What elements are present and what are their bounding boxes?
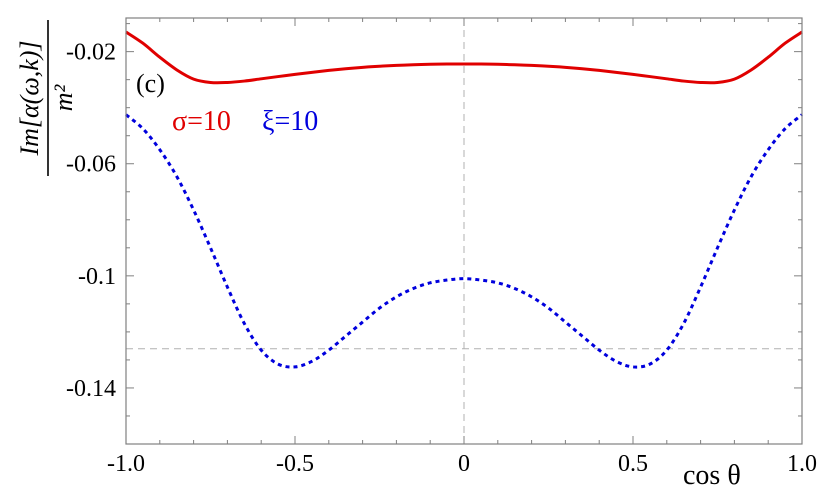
y-tick-label: -0.14 — [66, 376, 116, 402]
x-tick-label: -0.5 — [276, 451, 314, 477]
y-tick-label: -0.06 — [66, 152, 116, 178]
ticks — [125, 18, 803, 445]
y-axis-label: Im[α(ω,k)] m² — [15, 20, 78, 176]
series-line-blue — [125, 113, 803, 369]
series-line-red — [125, 30, 803, 85]
y-tick-label: -0.02 — [66, 40, 116, 66]
x-tick-label: 0.5 — [618, 451, 648, 477]
x-tick-label: 1.0 — [787, 451, 817, 477]
panel-label: (c) — [136, 69, 165, 98]
x-tick-label: 0 — [458, 451, 470, 477]
y-tick-label: -0.1 — [78, 264, 116, 290]
x-tick-label: -1.0 — [107, 451, 145, 477]
series-layer — [125, 30, 803, 369]
legend-entry-blue-series: ξ=10 — [262, 106, 318, 137]
y-axis-label-denominator: m² — [49, 84, 78, 112]
tick-labels: -1.0 -0.5 0 0.5 1.0 -0.02 -0.06 -0.1 -0.14 — [66, 40, 817, 477]
reference-lines — [126, 18, 802, 444]
x-axis-label: cos θ — [683, 460, 741, 490]
y-axis-label-numerator: Im[α(ω,k)] — [15, 40, 44, 156]
legend-entry-red-series: σ=10 — [172, 106, 231, 137]
